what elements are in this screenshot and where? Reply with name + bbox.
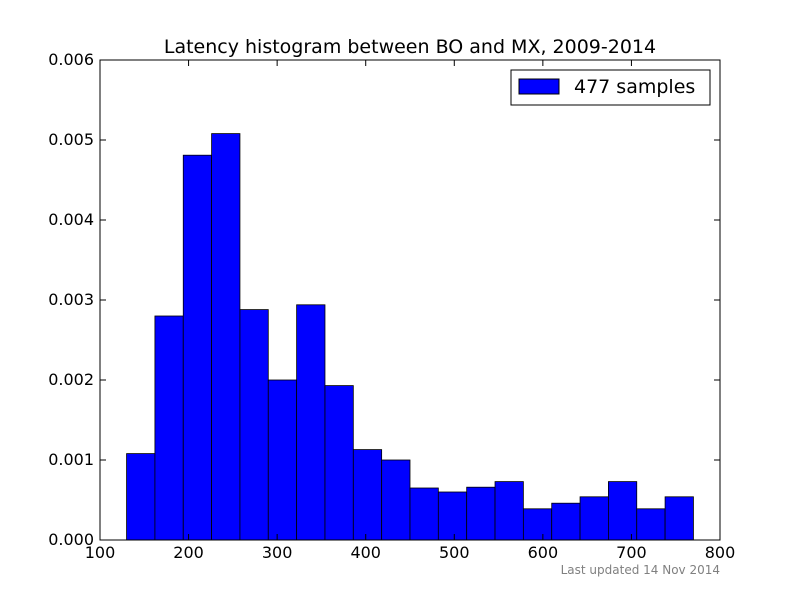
y-tick-label: 0.001 bbox=[48, 450, 94, 469]
histogram-bar bbox=[579, 496, 609, 541]
chart-title: Latency histogram between BO and MX, 200… bbox=[164, 36, 656, 58]
y-tick-label: 0.002 bbox=[48, 370, 94, 389]
histogram-bar bbox=[154, 315, 184, 541]
histogram-bar bbox=[522, 508, 553, 541]
x-tick-label: 700 bbox=[616, 543, 647, 562]
histogram-bar bbox=[664, 496, 694, 541]
histogram-bar bbox=[636, 508, 666, 541]
y-tick-label: 0.004 bbox=[48, 210, 94, 229]
x-axis-ticks: 100 200 300 400 500 600 700 800 bbox=[85, 60, 736, 562]
y-tick-label: 0.005 bbox=[48, 130, 94, 149]
histogram-bar bbox=[211, 133, 241, 541]
legend: 477 samples bbox=[510, 69, 711, 106]
y-tick-label: 0.003 bbox=[48, 290, 94, 309]
x-tick-label: 500 bbox=[439, 543, 470, 562]
last-updated-note: Last updated 14 Nov 2014 bbox=[561, 563, 720, 577]
histogram-bar bbox=[551, 502, 581, 541]
x-tick-label: 200 bbox=[173, 543, 204, 562]
y-tick-label: 0.006 bbox=[48, 50, 94, 69]
histogram-bar bbox=[126, 453, 156, 541]
histogram-bar bbox=[437, 491, 468, 541]
histogram-bar bbox=[267, 379, 298, 541]
histogram-bar bbox=[494, 481, 524, 541]
x-tick-label: 100 bbox=[85, 543, 116, 562]
y-tick-label: 0.000 bbox=[48, 530, 94, 549]
x-tick-label: 600 bbox=[528, 543, 559, 562]
legend-swatch bbox=[518, 78, 560, 95]
histogram-bar bbox=[352, 449, 383, 541]
x-tick-label: 800 bbox=[705, 543, 736, 562]
x-tick-label: 300 bbox=[262, 543, 293, 562]
histogram-bar bbox=[324, 385, 354, 541]
histogram-bar bbox=[296, 304, 326, 541]
histogram-bars bbox=[126, 133, 694, 541]
x-tick-label: 400 bbox=[350, 543, 381, 562]
histogram-bar bbox=[409, 487, 439, 541]
y-axis-ticks: 0.000 0.001 0.002 0.003 0.004 0.005 0.006 bbox=[48, 50, 720, 549]
histogram-bar bbox=[182, 154, 212, 541]
histogram-bar bbox=[381, 459, 411, 541]
legend-label: 477 samples bbox=[574, 76, 695, 98]
histogram-bar bbox=[466, 486, 496, 541]
histogram-bar bbox=[608, 481, 638, 541]
histogram-bar bbox=[239, 309, 269, 541]
